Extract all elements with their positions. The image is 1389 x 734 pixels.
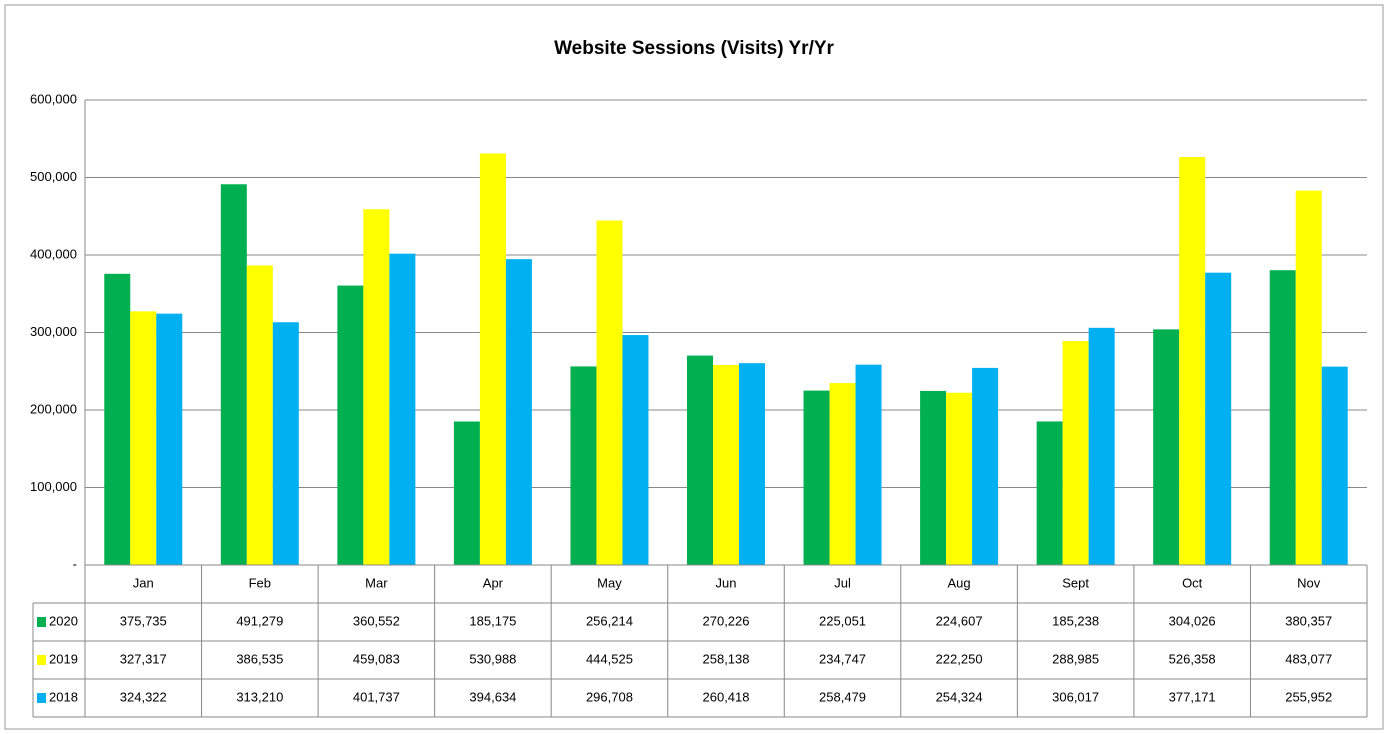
table-cell: 401,737	[353, 689, 400, 704]
table-cell: 459,083	[353, 651, 400, 666]
table-cell: 258,138	[703, 651, 750, 666]
bar	[246, 265, 273, 565]
table-cell: 222,250	[936, 651, 983, 666]
x-tick-label: Jul	[834, 575, 851, 590]
bar	[1321, 366, 1348, 565]
x-tick-label: Oct	[1182, 575, 1203, 590]
y-tick-label: 300,000	[30, 324, 77, 339]
table-cell: 234,747	[819, 651, 866, 666]
bar	[739, 363, 765, 565]
table-cell: 254,324	[936, 689, 983, 704]
table-cell: 296,708	[586, 689, 633, 704]
y-tick-label: 200,000	[30, 401, 77, 416]
table-cell: 270,226	[703, 613, 750, 628]
table-cell: 324,322	[120, 689, 167, 704]
bar	[713, 364, 739, 565]
bar	[972, 367, 999, 565]
x-tick-label: Mar	[365, 575, 388, 590]
y-tick-label: 600,000	[30, 91, 77, 106]
table-cell: 377,171	[1169, 689, 1216, 704]
table-cell: 483,077	[1285, 651, 1332, 666]
bar	[156, 313, 183, 565]
y-tick-label: 500,000	[30, 169, 77, 184]
bar	[337, 285, 364, 565]
bar	[1179, 157, 1206, 565]
x-tick-label: Feb	[249, 575, 271, 590]
bar	[803, 390, 830, 565]
bar	[220, 184, 247, 565]
table-cell: 380,357	[1285, 613, 1332, 628]
bar	[1088, 327, 1115, 565]
table-cell: 288,985	[1052, 651, 1099, 666]
bar	[1295, 190, 1322, 565]
y-tick-label: 100,000	[30, 479, 77, 494]
table-cell: 526,358	[1169, 651, 1216, 666]
bar	[453, 421, 480, 565]
table-cell: 225,051	[819, 613, 866, 628]
x-tick-label: Nov	[1297, 575, 1321, 590]
x-tick-label: Sept	[1062, 575, 1089, 590]
y-tick-label: -	[73, 556, 77, 571]
bar	[946, 392, 973, 565]
table-cell: 224,607	[936, 613, 983, 628]
bar	[622, 335, 649, 565]
bar	[272, 322, 299, 565]
bar	[363, 209, 390, 565]
table-cell: 256,214	[586, 613, 633, 628]
x-tick-label: May	[597, 575, 622, 590]
legend-key	[37, 617, 46, 627]
legend-label: 2019	[49, 651, 78, 666]
table-cell: 304,026	[1169, 613, 1216, 628]
bar	[570, 366, 597, 565]
table-cell: 360,552	[353, 613, 400, 628]
table-cell: 394,634	[469, 689, 516, 704]
bar	[1036, 421, 1063, 565]
bar	[829, 383, 856, 565]
legend-label: 2020	[49, 613, 78, 628]
bar	[1205, 272, 1232, 565]
x-tick-label: Aug	[948, 575, 971, 590]
bar	[1153, 329, 1180, 565]
bar	[1269, 270, 1296, 565]
table-cell: 258,479	[819, 689, 866, 704]
x-tick-label: Jun	[716, 575, 737, 590]
table-cell: 327,317	[120, 651, 167, 666]
legend-key	[37, 655, 46, 665]
bar	[130, 311, 157, 565]
bar	[479, 153, 506, 565]
legend-label: 2018	[49, 689, 78, 704]
bar	[389, 253, 416, 566]
table-cell: 255,952	[1285, 689, 1332, 704]
x-tick-label: Jan	[133, 575, 154, 590]
bar	[687, 355, 713, 565]
bar	[920, 390, 947, 565]
table-cell: 386,535	[236, 651, 283, 666]
table-cell: 444,525	[586, 651, 633, 666]
table-cell: 313,210	[236, 689, 283, 704]
table-cell: 260,418	[703, 689, 750, 704]
bar	[596, 220, 623, 566]
table-cell: 306,017	[1052, 689, 1099, 704]
bar	[855, 364, 882, 565]
y-tick-label: 400,000	[30, 246, 77, 261]
bar	[505, 259, 532, 565]
chart-title: Website Sessions (Visits) Yr/Yr	[554, 38, 834, 59]
bar	[104, 273, 131, 565]
table-cell: 375,735	[120, 613, 167, 628]
bar	[1062, 341, 1089, 565]
table-cell: 530,988	[469, 651, 516, 666]
table-cell: 185,238	[1052, 613, 1099, 628]
legend-key	[37, 693, 46, 703]
table-cell: 491,279	[236, 613, 283, 628]
x-tick-label: Apr	[483, 575, 504, 590]
table-cell: 185,175	[469, 613, 516, 628]
